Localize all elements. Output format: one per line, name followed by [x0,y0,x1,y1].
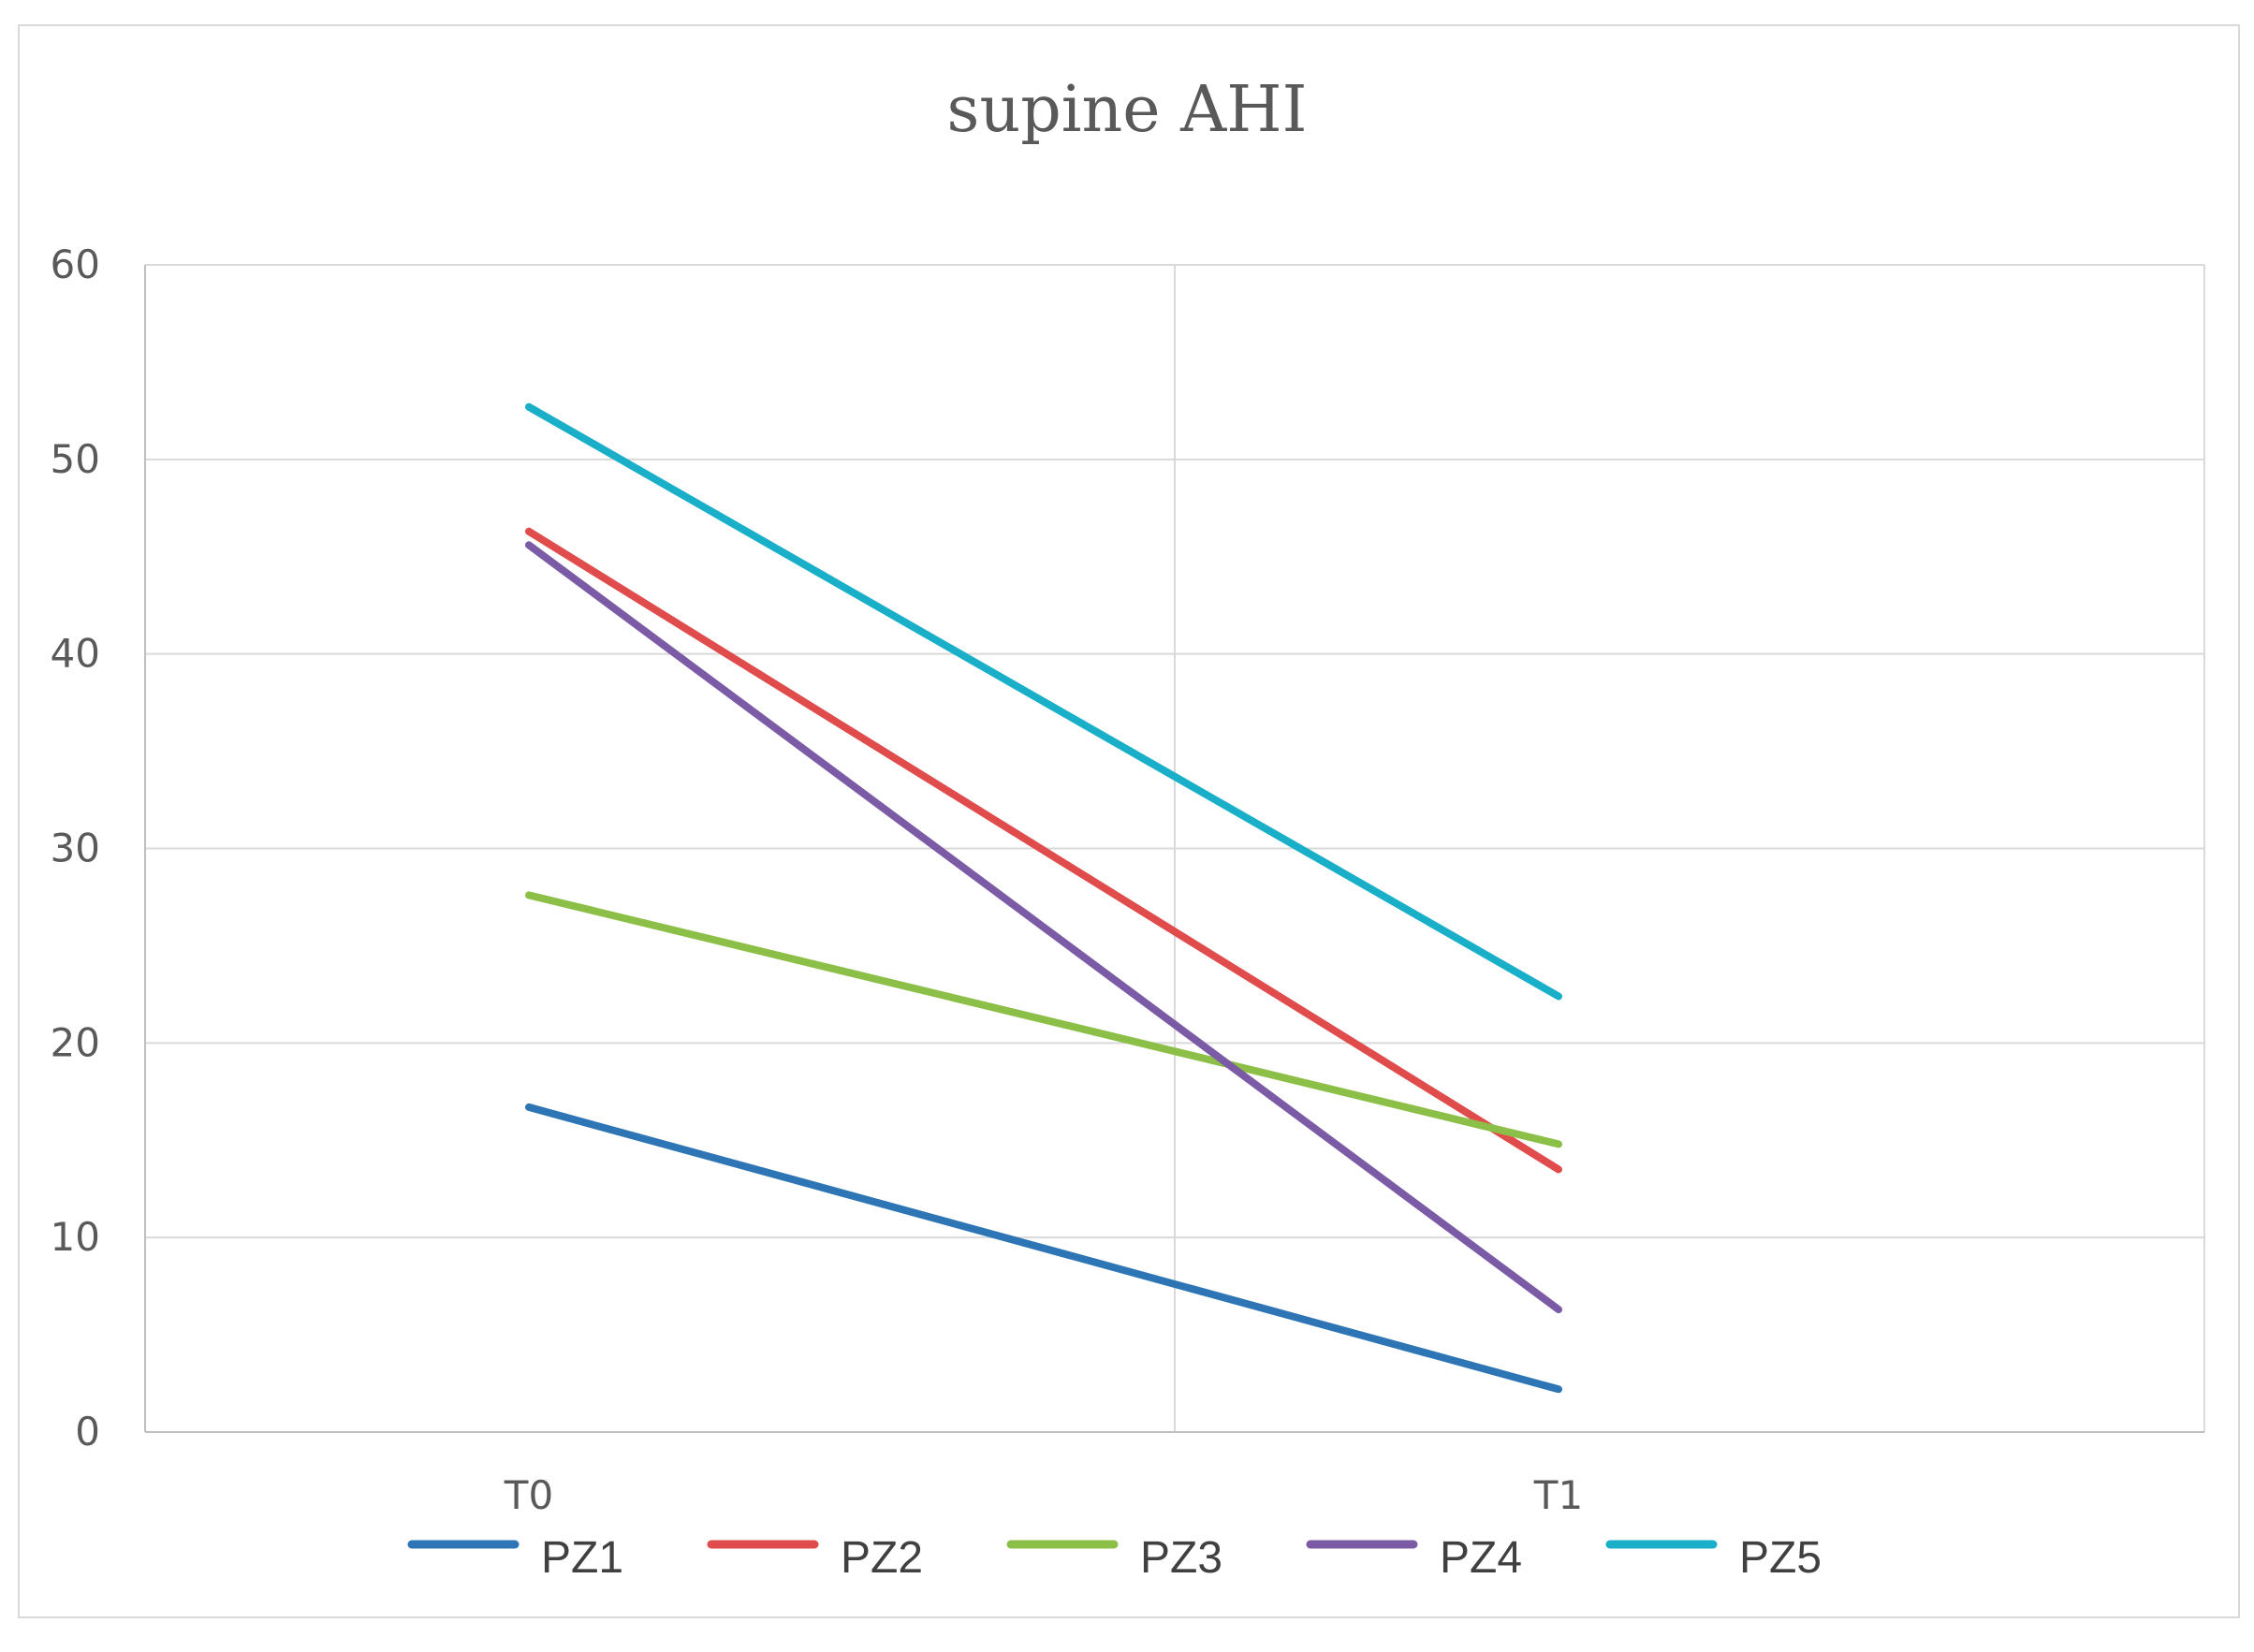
series-lines [525,402,1562,1394]
legend-label-pz5: PZ5 [1739,1533,1822,1583]
series-line-pz1 [525,1103,1562,1394]
x-axis-ticks: T0 T1 [504,1472,1583,1518]
series-line-pz5 [525,402,1562,1001]
chart-title: supine AHI [946,73,1308,147]
series-line-pz2 [525,527,1562,1174]
data-point-pz2-t0 [528,531,530,533]
legend: PZ1 PZ2 PZ3 PZ4 PZ5 [407,1533,1822,1583]
data-point-pz4-t0 [528,544,530,546]
chart-frame [18,24,2240,1618]
data-point-pz3-t0 [528,894,530,896]
y-tick-label: 50 [51,436,100,482]
data-point-pz1-t0 [528,1106,530,1108]
data-point-pz5-t0 [528,406,530,408]
legend-label-pz3: PZ3 [1140,1533,1222,1583]
y-axis-ticks: 0 10 20 30 40 50 60 [51,241,100,1455]
legend-label-pz4: PZ4 [1440,1533,1522,1583]
y-tick-label: 20 [51,1019,100,1065]
series-line-pz4 [525,541,1562,1314]
y-tick-label: 10 [51,1214,100,1260]
legend-label-pz2: PZ2 [841,1533,923,1583]
y-tick-label: 0 [75,1409,100,1455]
x-tick-label-T1: T1 [1533,1472,1583,1518]
x-tick-label-T0: T0 [504,1472,553,1518]
gridlines [145,264,2205,1432]
legend-label-pz1: PZ1 [541,1533,623,1583]
series-line-pz3 [525,891,1562,1148]
axes [144,265,2204,1433]
y-tick-label: 40 [51,631,100,677]
y-tick-label: 60 [51,241,100,287]
y-tick-label: 30 [51,826,100,871]
